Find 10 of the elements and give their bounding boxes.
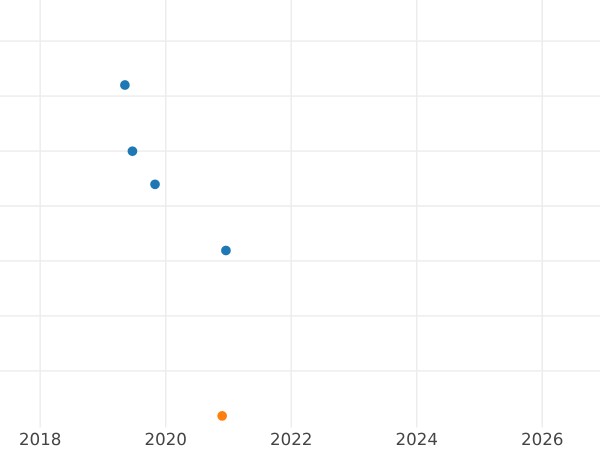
point [150,179,160,190]
x-tick-label: 2024 [396,432,438,446]
point [128,146,138,156]
point [120,80,130,90]
x-tick-label: 2018 [20,432,60,446]
point [217,411,228,421]
x-tick-label: 2020 [146,432,186,446]
point [221,246,231,256]
x-tick-label: 2022 [271,432,311,446]
x-tick-label: 2026 [522,432,562,446]
